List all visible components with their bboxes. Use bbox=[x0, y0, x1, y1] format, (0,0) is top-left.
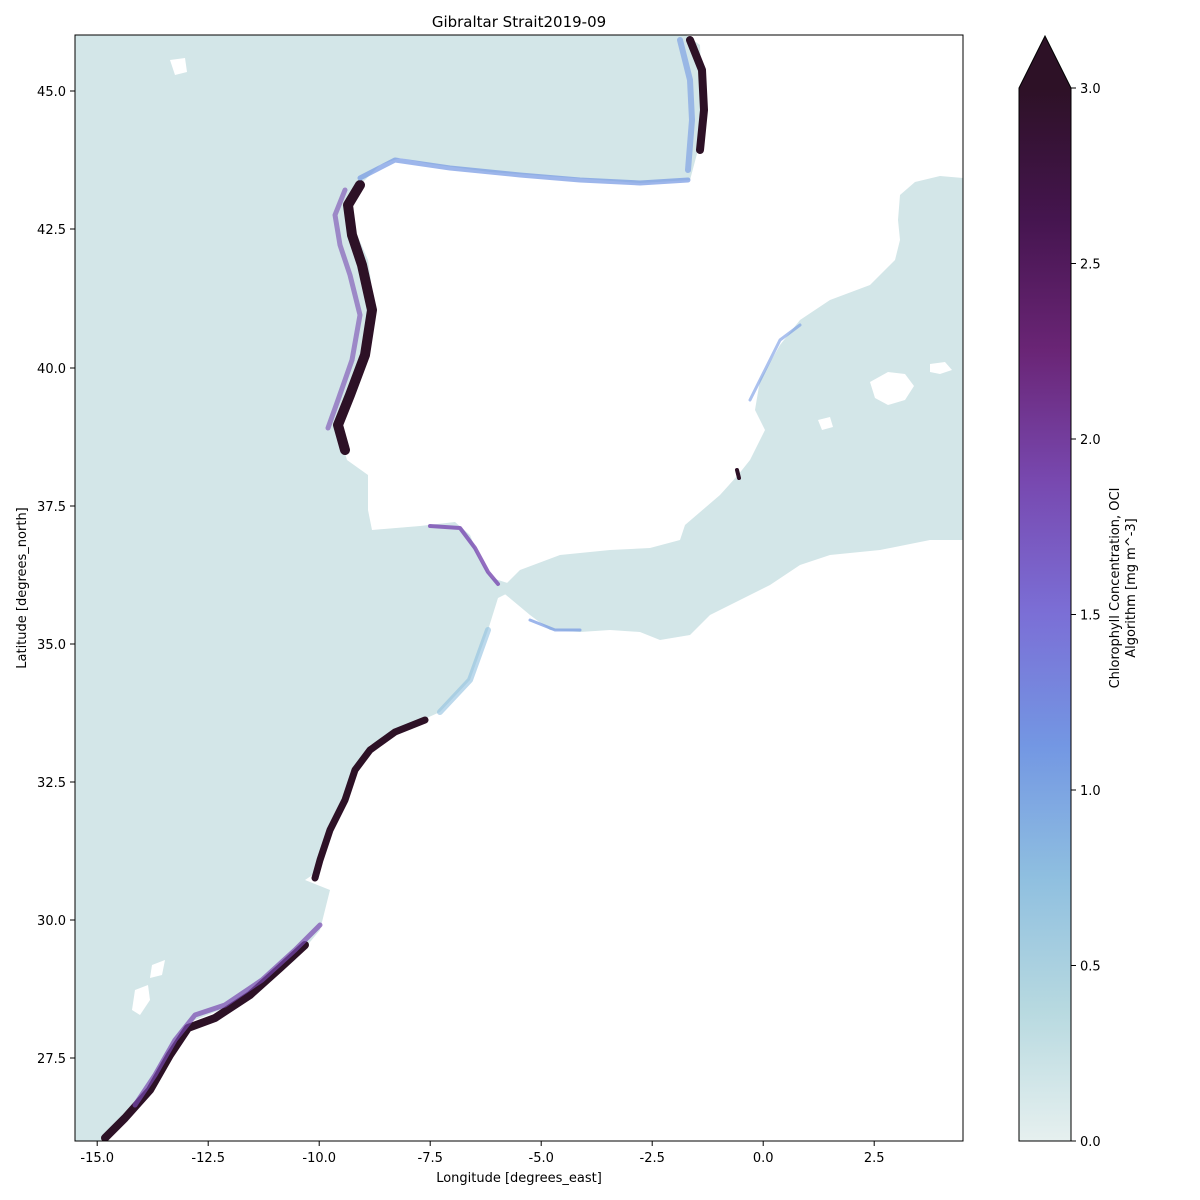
portugal-coast-halo bbox=[325, 187, 363, 431]
balearic-island-mallorca bbox=[870, 372, 914, 405]
x-tick-label: -5.0 bbox=[529, 1151, 554, 1166]
cloud-gap-north bbox=[170, 58, 187, 75]
canary-islands-gap bbox=[132, 985, 150, 1015]
cartagena-dot bbox=[735, 468, 741, 480]
colorbar-tick-label: 0.5 bbox=[1080, 960, 1101, 975]
canary-islands-gap-2 bbox=[150, 960, 165, 978]
plot-border bbox=[74, 34, 964, 1142]
y-tick-label: 42.5 bbox=[37, 223, 66, 238]
portugal-coast-band bbox=[333, 180, 377, 455]
y-tick-label: 27.5 bbox=[37, 1052, 66, 1067]
y-axis: 27.5 30.0 32.5 35.0 37.5 40.0 42.5 45.0 … bbox=[15, 85, 75, 1067]
y-axis-label: Latitude [degrees_north] bbox=[15, 507, 30, 668]
balearic-island-ibiza bbox=[818, 417, 833, 430]
france-coast-band bbox=[686, 36, 708, 154]
x-tick-label: -15.0 bbox=[80, 1151, 114, 1166]
x-axis-label: Longitude [degrees_east] bbox=[436, 1171, 602, 1186]
y-tick-label: 37.5 bbox=[37, 500, 66, 515]
map-title: Gibraltar Strait2019-09 bbox=[432, 13, 606, 31]
colorbar-tick-label: 0.0 bbox=[1080, 1135, 1101, 1150]
coastal-chlorophyll-bands bbox=[101, 36, 802, 1141]
colorbar-tick-label: 1.0 bbox=[1080, 784, 1101, 799]
colorbar-label-line2: Algorithm [mg m^-3] bbox=[1124, 518, 1139, 658]
morocco-coast-band bbox=[311, 716, 429, 882]
y-tick-label: 32.5 bbox=[37, 776, 66, 791]
x-tick-label: -7.5 bbox=[418, 1151, 443, 1166]
atlantic-ocean bbox=[75, 35, 702, 1141]
colorbar-tick-label: 2.5 bbox=[1080, 258, 1101, 273]
colorbar-fill bbox=[1019, 88, 1071, 1141]
map-plot-area bbox=[75, 35, 963, 1141]
france-coast-halo bbox=[677, 37, 695, 173]
x-tick-label: -10.0 bbox=[302, 1151, 336, 1166]
colorbar-extend-arrow bbox=[1019, 36, 1071, 88]
x-tick-label: -2.5 bbox=[640, 1151, 665, 1166]
colorbar-tick-label: 1.5 bbox=[1080, 609, 1101, 624]
cadiz-coast-band bbox=[428, 524, 500, 586]
y-tick-label: 45.0 bbox=[37, 85, 66, 100]
x-tick-label: 2.5 bbox=[864, 1151, 885, 1166]
colorbar-tick-label: 2.0 bbox=[1080, 433, 1101, 448]
y-tick-label: 40.0 bbox=[37, 362, 66, 377]
mediterranean-sea bbox=[500, 176, 963, 640]
colorbar: 0.0 0.5 1.0 1.5 2.0 2.5 3.0 Chlorophyll … bbox=[1018, 34, 1139, 1150]
spain-med-coast-band bbox=[748, 323, 802, 402]
morocco-coast-halo bbox=[437, 627, 491, 715]
x-axis: -15.0 -12.5 -10.0 -7.5 -5.0 -2.5 0.0 2.5… bbox=[80, 1141, 885, 1186]
morocco-south-band bbox=[101, 941, 309, 1141]
morocco-south-halo bbox=[132, 922, 323, 1108]
colorbar-outline bbox=[1018, 34, 1072, 1142]
balearic-island-menorca bbox=[930, 362, 952, 374]
y-tick-label: 30.0 bbox=[37, 914, 66, 929]
y-tick-label: 35.0 bbox=[37, 638, 66, 653]
colorbar-tick-label: 3.0 bbox=[1080, 82, 1101, 97]
x-tick-label: 0.0 bbox=[753, 1151, 774, 1166]
biscay-coast-band bbox=[357, 157, 691, 186]
colorbar-label-line1: Chlorophyll Concentration, OCI bbox=[1108, 488, 1123, 689]
x-tick-label: -12.5 bbox=[191, 1151, 225, 1166]
alboran-coast-band bbox=[528, 618, 582, 632]
